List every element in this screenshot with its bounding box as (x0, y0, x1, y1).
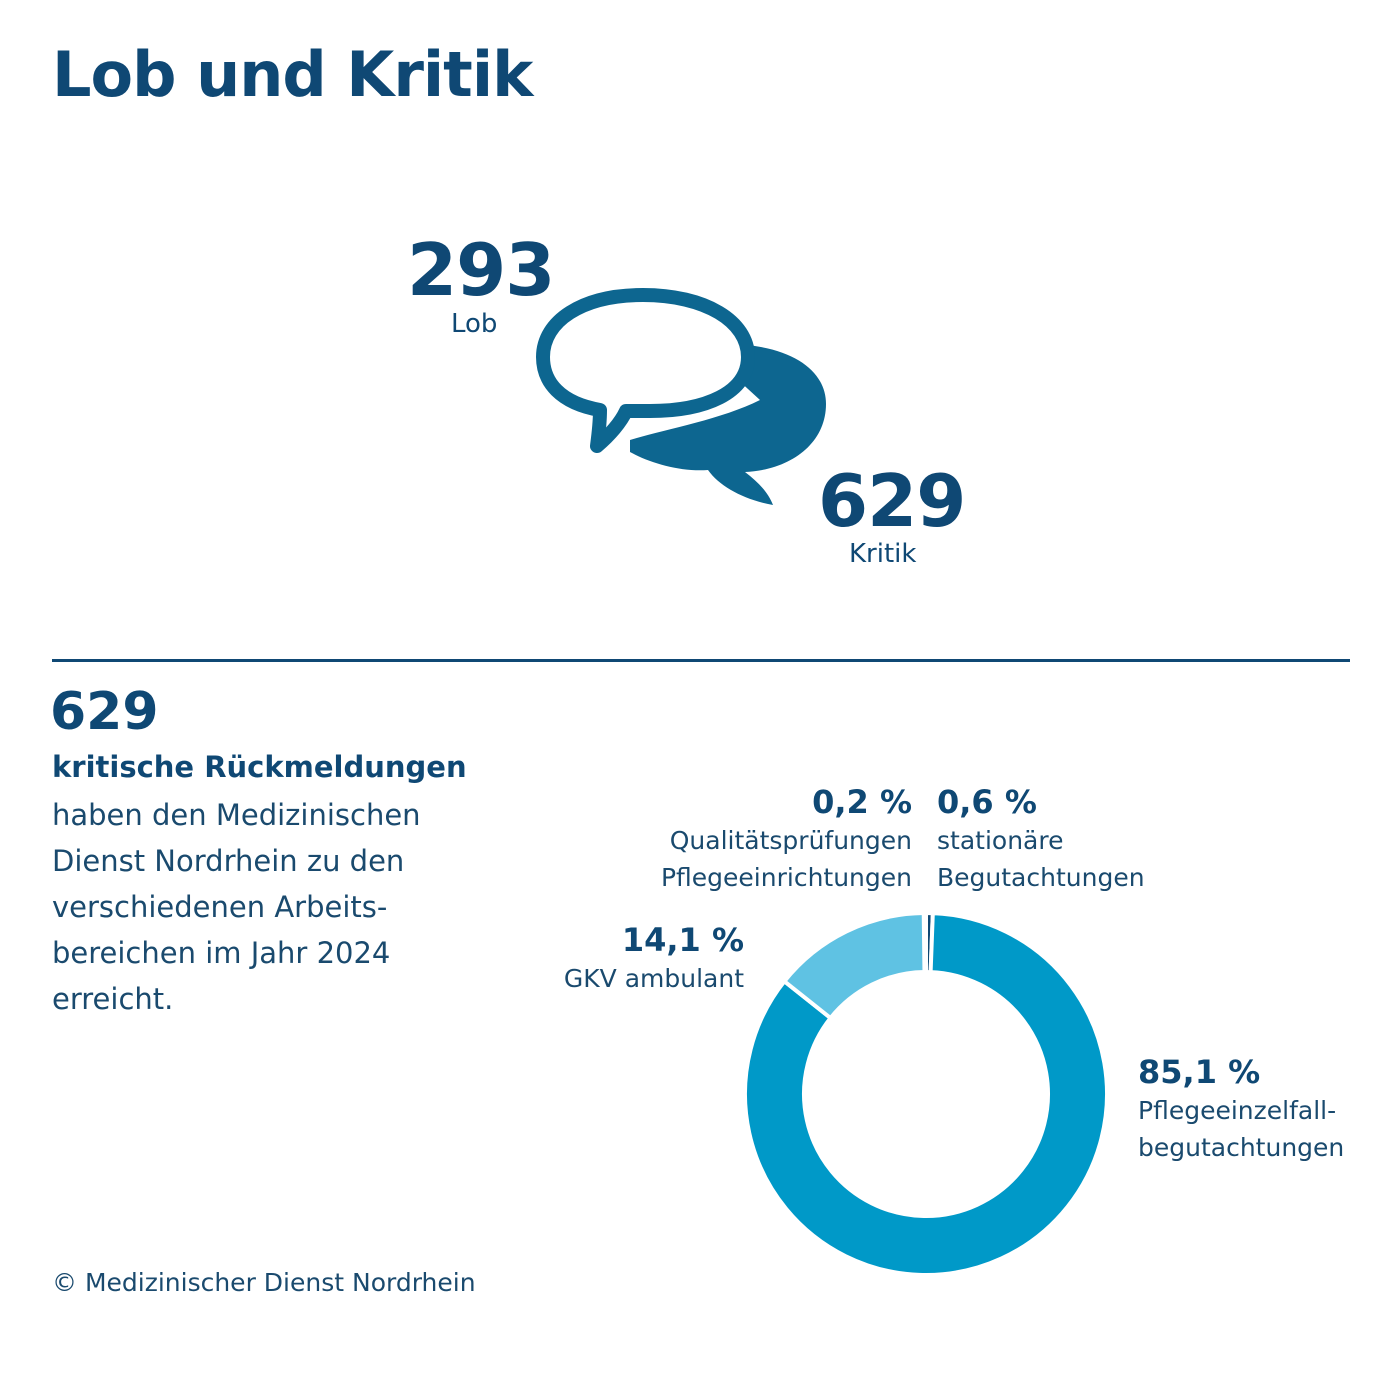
description-line: verschiedenen Arbeits- (52, 890, 388, 924)
summary-count: 629 (50, 682, 159, 742)
slice-label-gkv-ambulant: 14,1 % GKV ambulant (564, 924, 744, 997)
praise-count: 293 (407, 228, 555, 312)
slice-percent: 0,2 % (812, 783, 912, 821)
criticism-label: Kritik (849, 539, 917, 569)
slice-category-line: Begutachtungen (937, 863, 1145, 892)
slice-label-stationaere: 0,6 % stationäre Begutachtungen (937, 786, 1145, 896)
speech-bubble-filled-icon (630, 343, 826, 505)
description-line: haben den Medizinischen (52, 798, 421, 832)
donut-chart (743, 910, 1109, 1277)
slice-category-line: Pflegeeinrichtungen (660, 863, 912, 892)
praise-label: Lob (451, 309, 498, 339)
slice-percent: 14,1 % (621, 921, 744, 959)
slice-category-line: Pflegeeinzelfall- (1138, 1096, 1337, 1125)
summary-description: haben den Medizinischen Dienst Nordrhein… (52, 792, 472, 1022)
donut-slice-pflegeeinzelfall (743, 911, 1109, 1277)
page-title: Lob und Kritik (52, 38, 533, 111)
criticism-count: 629 (818, 459, 966, 543)
slice-category-line: Qualitätsprüfungen (669, 826, 912, 855)
slice-category-line: begutachtungen (1138, 1133, 1345, 1162)
speech-bubble-outline-icon (536, 288, 755, 453)
summary-subtitle: kritische Rückmeldungen (52, 750, 467, 784)
slice-percent: 0,6 % (937, 783, 1037, 821)
slice-label-qualitaetspruefungen: 0,2 % Qualitätsprüfungen Pflegeeinrichtu… (661, 786, 912, 896)
slice-percent: 85,1 % (1138, 1053, 1261, 1091)
description-line: erreicht. (52, 982, 174, 1016)
slice-category-line: GKV ambulant (563, 964, 744, 993)
slice-label-pflegeeinzelfall: 85,1 % Pflegeeinzelfall- begutachtungen (1138, 1056, 1344, 1166)
copyright-footer: © Medizinischer Dienst Nordrhein (52, 1268, 476, 1297)
description-line: bereichen im Jahr 2024 (52, 936, 391, 970)
section-divider (52, 659, 1350, 662)
donut-slice-gkv-ambulant (781, 910, 927, 1021)
slice-category-line: stationäre (937, 826, 1064, 855)
description-line: Dienst Nordrhein zu den (52, 844, 405, 878)
